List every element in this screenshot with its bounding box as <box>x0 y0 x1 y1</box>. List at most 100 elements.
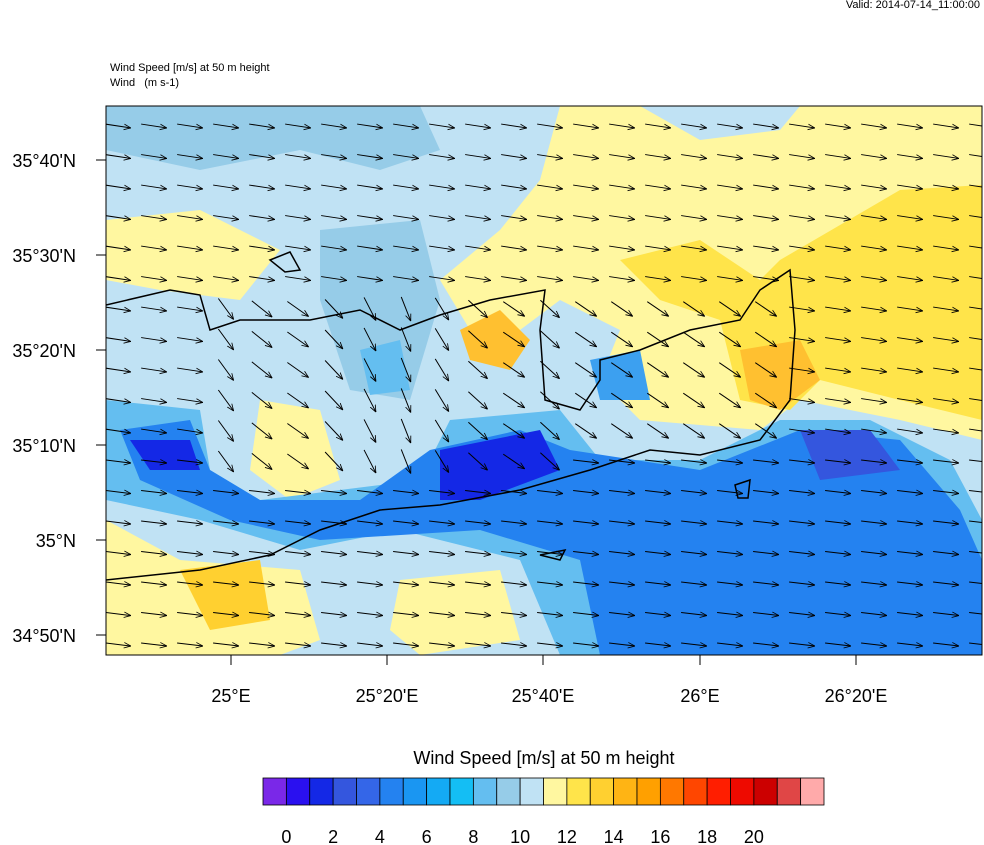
wind-arrow <box>106 612 131 615</box>
colorbar-box <box>543 777 568 806</box>
colorbar-box <box>683 777 708 806</box>
wind-arrow <box>574 301 596 317</box>
colorbar-box <box>285 777 311 806</box>
wind-arrow <box>609 490 635 493</box>
wind-arrow <box>681 154 707 159</box>
wind-arrow <box>574 392 596 408</box>
wind-arrow <box>393 612 419 615</box>
wind-arrow <box>141 428 167 433</box>
wind-arrow <box>718 301 740 317</box>
wind-arrow <box>825 367 851 372</box>
wind-arrow <box>213 582 239 585</box>
wind-arrow <box>249 154 275 159</box>
wind-arrow <box>106 215 131 220</box>
wind-arrow <box>646 392 668 408</box>
wind-arrow <box>897 306 923 311</box>
wind-arrow <box>357 215 383 220</box>
colorbar-box <box>262 777 287 806</box>
wind-arrow <box>789 612 815 615</box>
lon-label: 26°E <box>680 686 719 706</box>
wind-arrow <box>573 154 599 159</box>
wind-arrow <box>897 398 923 403</box>
wind-arrow <box>321 184 347 189</box>
wind-arrow <box>177 245 203 250</box>
wind-arrow <box>324 329 343 349</box>
wind-arrow <box>573 276 599 281</box>
wind-arrow <box>897 582 923 585</box>
wind-arrow <box>217 389 233 411</box>
wind-arrow <box>106 367 131 372</box>
wind-arrow <box>249 551 275 554</box>
wind-arrow <box>861 367 887 372</box>
wind-arrow <box>573 123 599 128</box>
wind-arrow <box>897 551 923 554</box>
wind-arrow <box>501 245 527 250</box>
wind-arrow <box>933 306 959 311</box>
wind-arrow <box>754 331 776 347</box>
wind-arrow <box>287 423 308 439</box>
wind-arrow <box>969 367 982 371</box>
wind-arrow <box>106 306 131 311</box>
wind-arrow <box>106 551 131 554</box>
wind-arrow <box>718 331 740 347</box>
wind-arrow <box>753 154 779 159</box>
wind-arrow <box>251 422 272 439</box>
wind-arrow <box>468 421 487 439</box>
wind-arrow <box>177 154 203 159</box>
wind-arrow <box>540 421 559 440</box>
wind-arrow <box>537 612 563 615</box>
wind-arrow <box>429 215 455 220</box>
wind-arrow <box>897 643 923 646</box>
wind-field <box>106 106 982 655</box>
wind-arrow <box>177 551 203 554</box>
colorbar-box <box>659 777 685 806</box>
wind-arrow <box>501 582 527 585</box>
lon-label: 26°20'E <box>825 686 888 706</box>
wind-arrow <box>141 276 167 281</box>
wind-arrow <box>357 276 383 281</box>
wind-arrow <box>609 245 635 250</box>
wind-arrow <box>861 643 887 646</box>
wind-arrow <box>789 582 815 585</box>
wind-arrow <box>969 428 982 432</box>
wind-arrow <box>969 581 982 585</box>
colorbar-label: 20 <box>744 827 764 845</box>
wind-arrow <box>400 449 410 473</box>
wind-arrow <box>610 301 632 317</box>
wind-arrow <box>285 245 311 250</box>
wind-arrow <box>681 460 707 463</box>
wind-arrow <box>609 276 635 281</box>
wind-arrow <box>321 154 347 159</box>
vector-title: Wind (m s-1) <box>110 77 179 89</box>
wind-arrow <box>465 521 491 524</box>
wind-arrow <box>363 327 376 351</box>
wind-arrow <box>789 306 815 311</box>
wind-arrow <box>217 298 233 319</box>
wind-arrow <box>468 299 487 317</box>
wind-arrow <box>645 245 671 250</box>
wind-arrow <box>429 276 455 281</box>
wind-arrow <box>933 582 959 585</box>
wind-arrow <box>897 123 923 128</box>
wind-arrow <box>141 643 167 646</box>
wind-arrow <box>753 460 779 463</box>
wind-arrow <box>213 643 239 646</box>
wind-arrow <box>537 276 563 281</box>
wind-arrow <box>754 392 776 408</box>
wind-arrow <box>645 123 671 128</box>
wind-arrow <box>393 643 419 646</box>
wind-arrow <box>825 398 851 403</box>
wind-arrow <box>645 490 671 493</box>
wind-arrow <box>681 215 707 220</box>
wind-arrow <box>861 154 887 159</box>
wind-arrow <box>400 327 410 351</box>
wind-arrow <box>537 215 563 220</box>
wind-arrow <box>933 643 959 646</box>
wind-arrow <box>393 215 419 220</box>
colorbar-label: 16 <box>650 827 670 845</box>
wind-arrow <box>177 276 203 281</box>
wind-arrow <box>213 184 239 189</box>
wind-arrow <box>434 389 449 411</box>
wind-arrow <box>502 362 524 378</box>
